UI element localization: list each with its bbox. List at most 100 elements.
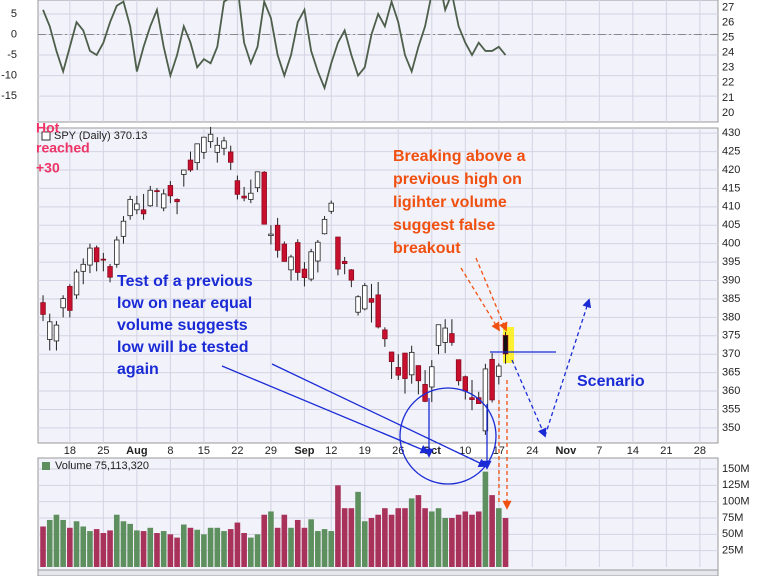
y-tick-label: 380 <box>722 311 740 323</box>
y-tick-label: -5 <box>7 49 17 61</box>
volume-bar <box>462 511 469 567</box>
candle-body <box>234 180 241 195</box>
volume-bar <box>321 529 328 567</box>
candle-body <box>241 195 247 199</box>
candle-body <box>375 294 381 328</box>
y2-tick-label: 27 <box>722 1 734 13</box>
x-tick-label: Nov <box>555 445 577 457</box>
candle-body <box>214 144 221 153</box>
highlight <box>503 327 514 363</box>
y-tick-label: 375 <box>722 330 740 342</box>
volume-bar <box>180 524 187 567</box>
note-line: volume suggests <box>117 317 248 334</box>
x-tick-label: 24 <box>526 445 538 457</box>
note-line: Hot <box>36 120 60 136</box>
y-tick-label: 395 <box>722 256 740 268</box>
candle-body <box>288 256 294 271</box>
candle-body <box>355 296 361 313</box>
grid <box>38 0 718 567</box>
y-tick-label: 400 <box>722 238 740 250</box>
volume-bar <box>482 471 489 567</box>
test-note: Test of a previous low on near equal vol… <box>117 273 253 378</box>
y-tick-label: 360 <box>722 385 740 397</box>
x-tick-label: 18 <box>64 445 76 457</box>
volume-bar <box>187 527 194 567</box>
y-tick-label: 75M <box>722 512 743 524</box>
arrow <box>221 365 430 454</box>
volume-bar <box>502 517 509 567</box>
candle-body <box>295 242 301 273</box>
arrow <box>460 267 500 332</box>
volume-bar <box>274 527 281 567</box>
candle-body <box>160 193 167 209</box>
y-tick-label: 365 <box>722 367 740 379</box>
candle-body <box>194 143 200 164</box>
x-tick-label: 8 <box>167 445 173 457</box>
candle-body <box>80 263 86 272</box>
volume-bar <box>489 495 495 567</box>
volume-bar <box>207 527 214 567</box>
candle-body <box>335 236 341 270</box>
y-tick-label: 100M <box>722 496 750 508</box>
y2-tick-label: 21 <box>722 92 734 104</box>
note-line: previous high on <box>393 171 522 188</box>
volume-bar <box>127 523 133 567</box>
candle-body <box>221 140 227 149</box>
volume-bar <box>113 514 120 567</box>
note-line: again <box>117 361 159 378</box>
osc-panel <box>37 0 719 123</box>
scenario-note: Scenario <box>577 373 645 390</box>
volume-bar <box>147 527 154 567</box>
candle-body <box>107 266 113 278</box>
candle-body <box>482 368 489 432</box>
volume-bar <box>355 491 361 567</box>
volume-bar <box>348 508 355 567</box>
candle-body <box>187 159 194 171</box>
candle-body <box>228 151 234 163</box>
y-tick-label: 385 <box>722 293 740 305</box>
note-line: reached <box>36 140 90 156</box>
volume-bar <box>328 531 335 567</box>
y-tick-label: -10 <box>1 69 17 81</box>
marks <box>40 0 509 567</box>
volume-bar <box>375 514 381 567</box>
candle-body <box>274 224 281 251</box>
candle-body <box>382 329 388 340</box>
volume-bar <box>254 534 261 567</box>
candle-body <box>268 233 274 236</box>
volume-bar <box>301 527 308 567</box>
y-tick-label: 425 <box>722 145 740 157</box>
x-tick-label: 29 <box>265 445 277 457</box>
volume-bar <box>154 533 160 567</box>
note-line: low on near equal <box>117 295 252 312</box>
x-tick-label: 7 <box>596 445 602 457</box>
y-tick-label: 125M <box>722 479 750 491</box>
x-tick-label: 25 <box>97 445 109 457</box>
x-tick-label: 15 <box>198 445 210 457</box>
volume-bar <box>73 521 80 567</box>
candle-body <box>248 192 254 200</box>
y-tick-label: 430 <box>722 127 740 139</box>
volume-bar <box>449 517 455 567</box>
volume-bar <box>496 508 502 567</box>
candle-body <box>442 327 448 343</box>
candle-body <box>201 136 207 153</box>
volume-bar <box>160 531 167 567</box>
volume-bar <box>408 498 415 567</box>
candle-body <box>408 351 415 376</box>
y-tick-label: -15 <box>1 90 17 102</box>
candle-body <box>341 260 348 264</box>
volume-bar <box>234 522 241 567</box>
x-tick-label: 21 <box>660 445 672 457</box>
arrow <box>271 363 488 467</box>
candle-body <box>321 218 328 235</box>
y-tick-label: 405 <box>722 219 740 231</box>
candle-body <box>167 185 174 197</box>
candle-body <box>100 258 107 261</box>
candle-body <box>388 351 395 362</box>
y-tick-label: 5 <box>11 8 17 20</box>
x-tick-label: 22 <box>231 445 243 457</box>
note-line: +30 <box>36 160 60 176</box>
volume-bar <box>248 537 254 567</box>
y2-tick-label: 20 <box>722 107 734 119</box>
